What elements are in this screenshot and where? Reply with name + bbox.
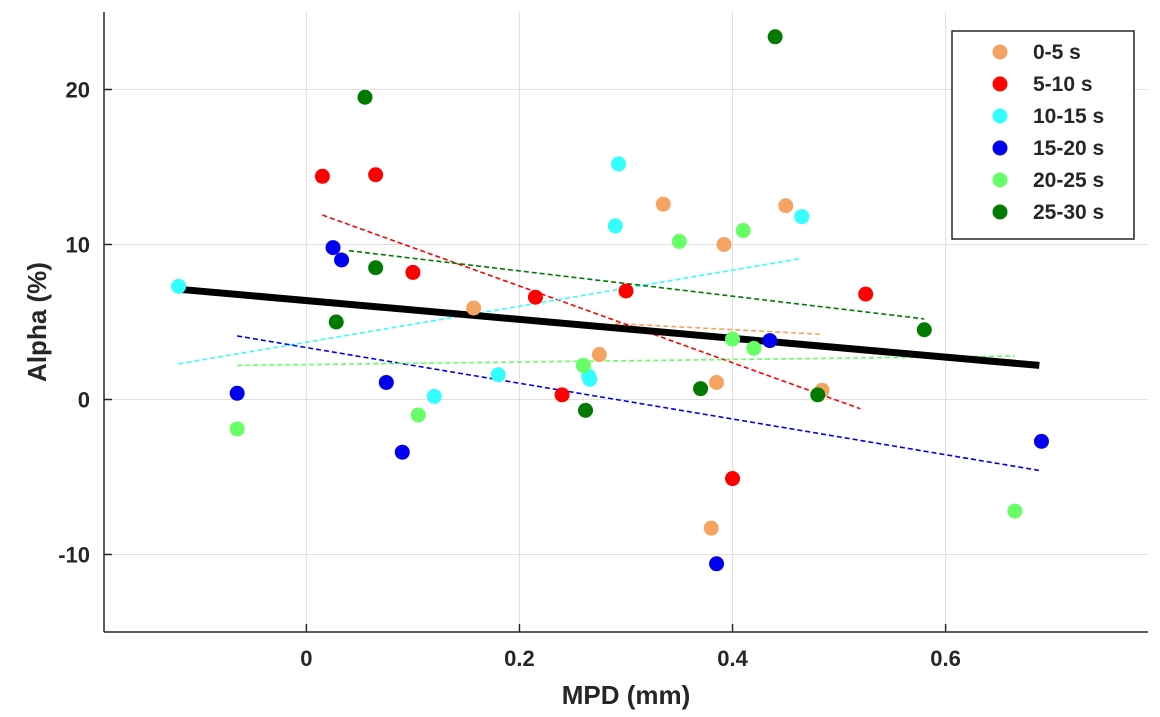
legend-marker [992, 140, 1008, 156]
data-point [357, 89, 373, 105]
data-point [410, 407, 426, 423]
series-trend-line [348, 249, 925, 320]
data-point [582, 371, 598, 387]
y-tick-label: 20 [66, 78, 90, 103]
data-point [1033, 433, 1049, 449]
data-point [794, 209, 810, 225]
data-point [693, 381, 709, 397]
series-trend-line [237, 355, 1015, 367]
data-point [405, 264, 421, 280]
y-tick-label: 10 [66, 233, 90, 258]
data-point [554, 387, 570, 403]
data-point [611, 156, 627, 172]
data-point [735, 223, 751, 239]
data-point [575, 357, 591, 373]
data-point [716, 237, 732, 252]
legend-label: 25-30 s [1033, 201, 1104, 224]
tick-labels: 0 0.2 0.4 0.6 -10 0 10 20 [58, 78, 961, 672]
data-point [810, 387, 826, 403]
data-point [466, 300, 482, 316]
legend-marker [992, 172, 1008, 188]
x-tick-label: 0 [300, 646, 312, 671]
series-trend-line [615, 322, 824, 336]
x-tick-label: 0.4 [717, 646, 748, 671]
data-point [746, 340, 762, 356]
series-trend-line [322, 214, 861, 410]
data-point [171, 278, 187, 294]
data-point [671, 233, 687, 249]
data-point [426, 388, 442, 404]
axes [103, 12, 1148, 633]
legend-marker [992, 204, 1008, 220]
data-point [378, 374, 394, 390]
data-point [368, 167, 384, 183]
legend-label: 0-5 s [1033, 41, 1081, 64]
data-point [709, 374, 725, 390]
data-point [778, 198, 794, 214]
legend: 0-5 s 5-10 s 10-15 s 15-20 s 20-25 s 25-30 s [951, 30, 1135, 240]
y-axis-label: Alpha (%) [22, 262, 52, 382]
data-point [725, 331, 741, 347]
trend-lines [178, 214, 1042, 472]
data-point [328, 314, 344, 330]
data-point [703, 520, 719, 536]
data-point [334, 252, 350, 268]
data-point [655, 196, 671, 212]
legend-label: 15-20 s [1033, 137, 1104, 160]
overall-trend-line [180, 285, 1040, 369]
legend-label: 20-25 s [1033, 169, 1104, 192]
legend-label: 5-10 s [1033, 73, 1093, 96]
x-tick-label: 0.2 [504, 646, 535, 671]
data-points [171, 29, 1049, 572]
y-tick-label: -10 [58, 543, 90, 568]
data-point [709, 556, 725, 572]
legend-label: 10-15 s [1033, 105, 1104, 128]
legend-box [951, 30, 1135, 240]
series-trend-line [178, 257, 802, 365]
data-point [325, 240, 341, 256]
data-point [527, 289, 543, 305]
data-point [591, 347, 607, 363]
data-point [578, 402, 594, 418]
legend-marker [992, 44, 1008, 60]
data-point [229, 421, 245, 437]
y-tick-label: 0 [78, 388, 90, 413]
x-tick-label: 0.6 [930, 646, 961, 671]
legend-marker [992, 108, 1008, 124]
x-axis-label: MPD (mm) [562, 680, 691, 710]
data-point [762, 333, 778, 349]
data-point [394, 444, 410, 460]
legend-marker [992, 76, 1008, 92]
data-point [368, 260, 384, 276]
data-point [618, 283, 634, 299]
data-point [229, 385, 245, 401]
data-point [490, 367, 506, 383]
data-point [725, 471, 741, 487]
data-point [607, 218, 623, 234]
data-point [916, 322, 932, 338]
data-point [314, 168, 330, 184]
data-point [1007, 503, 1023, 519]
data-point [858, 286, 874, 302]
data-point [767, 29, 783, 45]
